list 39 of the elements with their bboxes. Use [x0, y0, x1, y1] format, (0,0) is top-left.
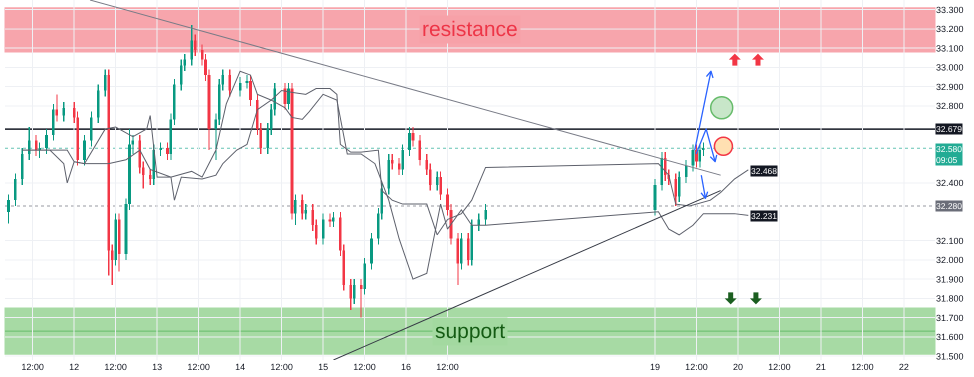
x-tick-label: 12: [69, 362, 80, 372]
x-tick-label: 12:00: [436, 362, 459, 372]
x-tick-label: 16: [401, 362, 412, 372]
y-tick-label: 31.800: [936, 294, 964, 304]
x-tick-label: 13: [152, 362, 162, 372]
y-tick-label: 32.800: [936, 101, 964, 112]
y-tick-label: 32.400: [936, 178, 964, 188]
y-tick-label: 32.900: [936, 82, 964, 92]
y-tick-label: 33.000: [936, 62, 964, 73]
y-tick-label: 33.200: [936, 24, 964, 34]
x-tick-label: 12:00: [353, 362, 376, 372]
y-tick-label: 33.100: [936, 43, 964, 54]
y-tick-label: 32.000: [936, 255, 964, 266]
x-tick-label: 21: [816, 362, 826, 372]
band-label: resistance: [422, 18, 518, 41]
x-tick-label: 14: [235, 362, 246, 372]
ref-line-label: 32.580 09:05: [936, 144, 962, 166]
y-tick-label: 31.700: [936, 312, 964, 323]
y-tick-label: 31.500: [936, 351, 964, 362]
x-tick-label: 19: [650, 362, 660, 372]
y-tick-label: 31.600: [936, 332, 964, 342]
x-tick-label: 12:00: [187, 362, 210, 372]
x-tick-label: 20: [732, 362, 743, 372]
x-tick-label: 22: [898, 362, 909, 372]
x-tick-label: 12:00: [851, 362, 874, 372]
ref-line-label: 32.280: [936, 201, 962, 211]
x-tick-label: 12:00: [104, 362, 127, 372]
x-tick-label: 12:00: [21, 362, 44, 372]
x-tick-label: 15: [318, 362, 328, 372]
y-tick-label: 33.300: [936, 4, 964, 15]
data-label: 32.231: [751, 211, 778, 221]
x-tick-label: 12:00: [270, 362, 293, 372]
data-label: 32.468: [751, 166, 778, 176]
y-tick-label: 31.900: [936, 274, 964, 284]
band-label: support: [435, 320, 506, 343]
y-tick-label: 32.100: [936, 236, 964, 246]
ref-line-label: 32.679: [936, 124, 962, 134]
x-tick-label: 12:00: [768, 362, 791, 372]
x-tick-label: 12:00: [685, 362, 708, 372]
